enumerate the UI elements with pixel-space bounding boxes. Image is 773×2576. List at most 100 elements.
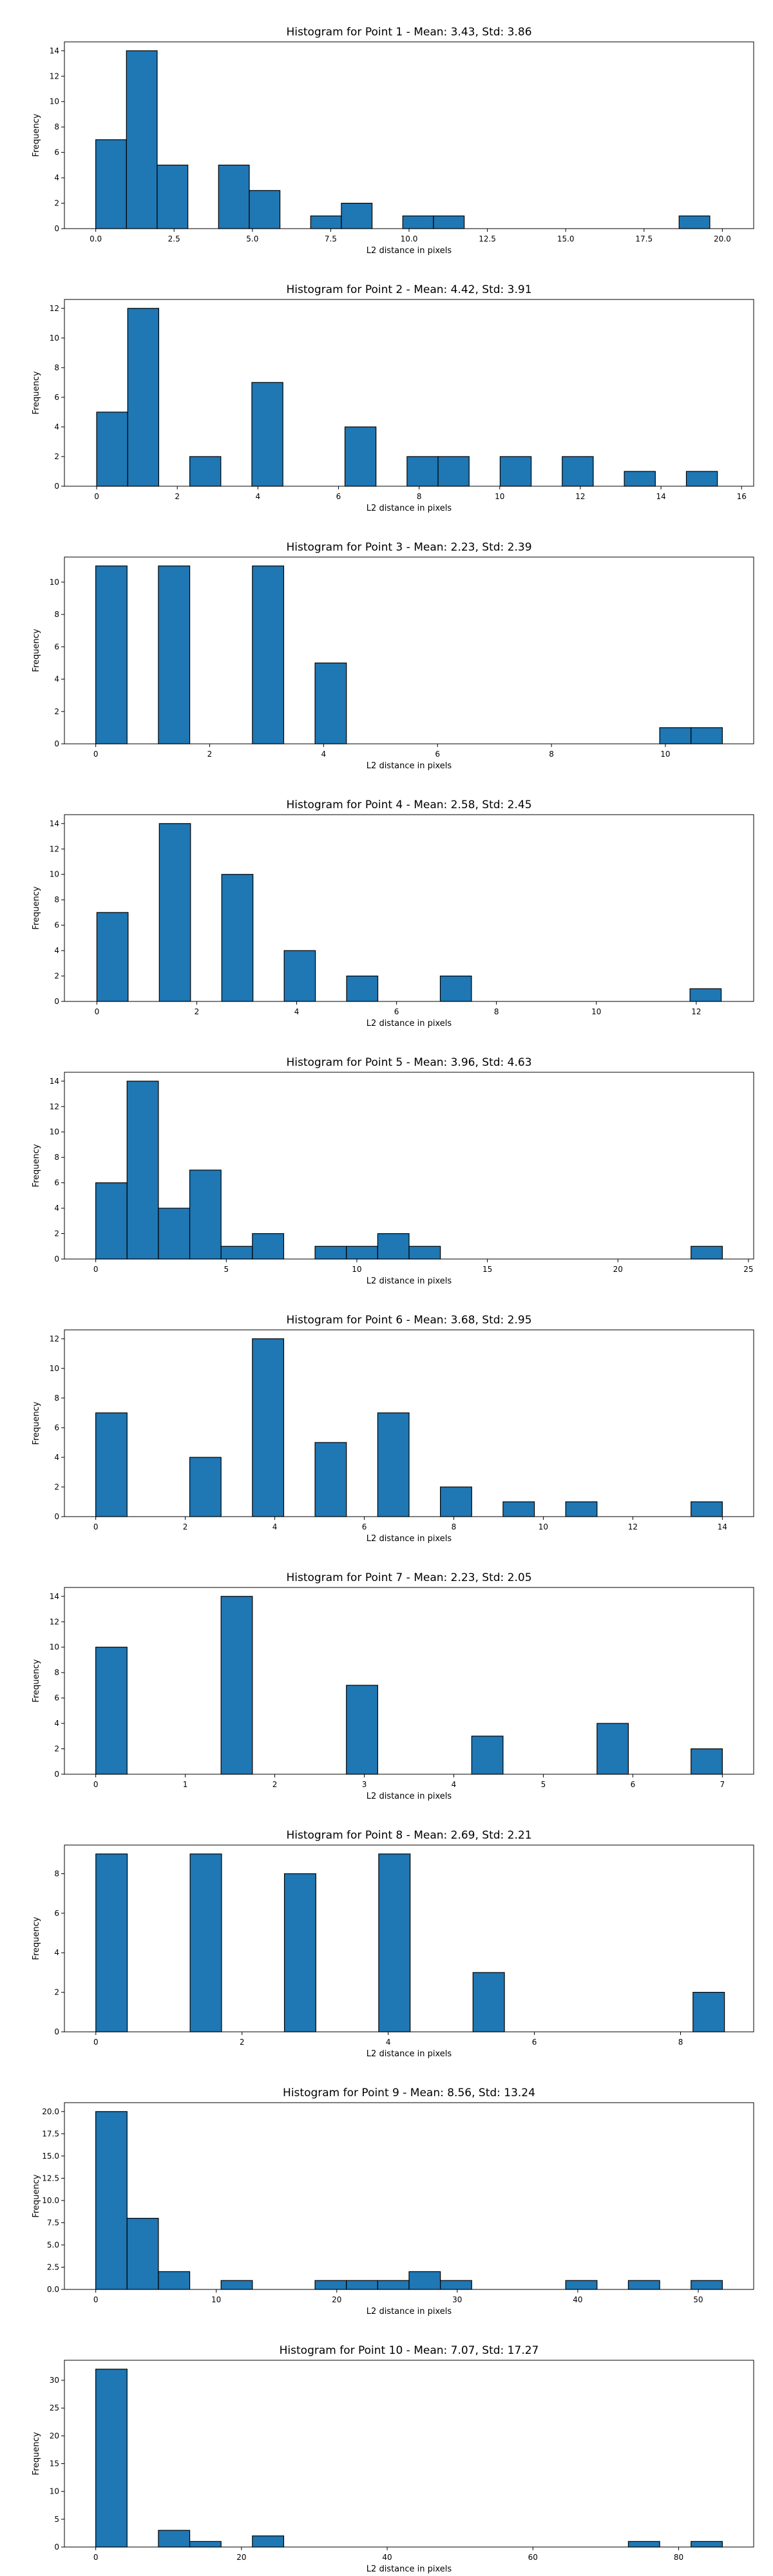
histogram-panel-7: Histogram for Point 7 - Mean: 2.23, Std:… [32, 1571, 754, 1801]
histogram-bar [471, 1736, 504, 1775]
x-tick-label: 2.5 [168, 234, 180, 243]
y-tick-label: 17.5 [42, 2129, 59, 2138]
histogram-bar [127, 308, 160, 487]
x-tick-label: 15.0 [557, 234, 575, 243]
bars-point-2 [96, 308, 718, 487]
histogram-bar [314, 1245, 347, 1260]
plot-frame [64, 556, 754, 744]
x-tick-label: 0 [93, 2295, 99, 2304]
y-tick-label: 12 [50, 71, 59, 80]
x-tick-label: 25 [743, 1265, 753, 1274]
x-tick-label: 60 [528, 2553, 538, 2562]
x-tick-label: 30 [452, 2295, 462, 2304]
chart-title: Histogram for Point 9 - Mean: 8.56, Std:… [283, 2087, 535, 2099]
x-axis-label: L2 distance in pixels [367, 2564, 452, 2574]
histogram-panel-1: Histogram for Point 1 - Mean: 3.43, Std:… [32, 26, 754, 256]
y-tick-label: 0.0 [47, 2285, 59, 2294]
histogram-bar [627, 2541, 660, 2548]
x-tick-label: 6 [362, 1522, 367, 1531]
x-tick-label: 16 [737, 492, 747, 501]
y-axis-label: Frequency [32, 1401, 41, 1444]
x-tick-label: 6 [435, 750, 440, 759]
histogram-bar [283, 950, 316, 1002]
x-axis-label: L2 distance in pixels [367, 1019, 452, 1028]
histogram-panel-10: Histogram for Point 10 - Mean: 7.07, Std… [32, 2344, 754, 2574]
x-tick-label: 0.0 [90, 234, 102, 243]
histogram-bar [158, 565, 191, 744]
histogram-bar [96, 412, 128, 487]
y-tick-label: 10 [50, 578, 59, 587]
x-tick-label: 4 [272, 1522, 278, 1531]
y-tick-label: 0 [54, 482, 59, 491]
y-tick-label: 8 [54, 363, 59, 372]
histogram-bar [437, 456, 470, 487]
y-tick-label: 5.0 [47, 2240, 59, 2249]
y-axis-label: Frequency [32, 113, 41, 156]
chart-title: Histogram for Point 5 - Mean: 3.96, Std:… [286, 1056, 531, 1069]
histogram-bar [408, 2271, 441, 2290]
bars-point-8 [95, 1853, 725, 2032]
histogram-bar [252, 1233, 285, 1260]
histogram-bar [310, 215, 342, 229]
x-tick-label: 4 [386, 2038, 391, 2047]
x-tick-label: 8 [549, 750, 554, 759]
histogram-bar [251, 382, 283, 487]
bars-point-5 [95, 1081, 723, 1260]
x-tick-label: 20 [332, 2295, 341, 2304]
histogram-bar [499, 456, 532, 487]
y-tick-label: 7.5 [47, 2218, 59, 2227]
histogram-bar [157, 164, 189, 229]
chart-title: Histogram for Point 6 - Mean: 3.68, Std:… [286, 1314, 531, 1327]
y-tick-label: 12 [50, 1102, 59, 1111]
histogram-bar [158, 823, 191, 1002]
x-tick-label: 80 [674, 2553, 683, 2562]
histogram-bar [346, 1685, 378, 1775]
histogram-bar [252, 1338, 285, 1517]
histogram-bar [408, 1245, 441, 1260]
histogram-bar [158, 2271, 191, 2290]
x-tick-label: 8 [417, 492, 422, 501]
histogram-bar [283, 1873, 316, 2032]
x-tick-label: 7 [720, 1780, 725, 1789]
histogram-panel-8: Histogram for Point 8 - Mean: 2.69, Std:… [32, 1829, 754, 2059]
x-tick-label: 8 [678, 2038, 683, 2047]
chart-title: Histogram for Point 4 - Mean: 2.58, Std:… [286, 799, 531, 811]
x-tick-label: 10 [352, 1265, 361, 1274]
x-tick-label: 2 [207, 750, 213, 759]
x-tick-label: 0 [93, 1780, 99, 1789]
x-tick-label: 20.0 [714, 234, 731, 243]
y-tick-label: 14 [50, 819, 59, 828]
y-tick-label: 12 [50, 1617, 59, 1626]
y-tick-label: 2 [54, 1745, 59, 1754]
histogram-bar [126, 2217, 159, 2290]
y-tick-label: 6 [54, 1694, 59, 1703]
x-tick-label: 10 [539, 1522, 548, 1531]
histogram-bar [189, 1457, 222, 1517]
y-axis-label: Frequency [32, 371, 41, 414]
chart-title: Histogram for Point 7 - Mean: 2.23, Std:… [286, 1571, 531, 1584]
x-tick-label: 0 [93, 2038, 99, 2047]
histogram-bar [220, 1245, 253, 1260]
y-axis-label: Frequency [32, 2432, 41, 2475]
histogram-bar [691, 2541, 723, 2548]
y-tick-label: 0 [54, 997, 59, 1006]
x-tick-label: 1 [183, 1780, 188, 1789]
x-tick-label: 4 [294, 1007, 300, 1016]
y-tick-label: 8 [54, 1394, 59, 1403]
y-tick-label: 8 [54, 895, 59, 904]
histogram-bar [565, 1501, 598, 1517]
y-tick-label: 15 [50, 2459, 59, 2468]
histogram-panel-2: Histogram for Point 2 - Mean: 4.42, Std:… [32, 283, 754, 513]
chart-title: Histogram for Point 3 - Mean: 2.23, Std:… [286, 541, 531, 554]
histogram-bar [402, 215, 434, 229]
histogram-bar [218, 164, 250, 229]
y-tick-label: 4 [54, 422, 59, 431]
histogram-bar [126, 50, 158, 229]
x-axis-label: L2 distance in pixels [367, 1276, 452, 1286]
x-tick-label: 14 [656, 492, 665, 501]
y-tick-label: 0 [54, 739, 59, 748]
chart-title: Histogram for Point 2 - Mean: 4.42, Std:… [286, 283, 531, 296]
histogram-bar [221, 874, 254, 1002]
y-tick-label: 8 [54, 1153, 59, 1162]
x-axis-label: L2 distance in pixels [367, 246, 452, 256]
